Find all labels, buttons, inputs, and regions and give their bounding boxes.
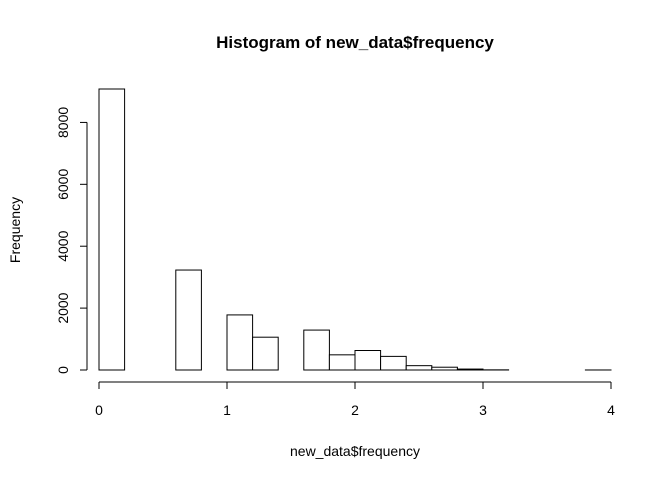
histogram-bar xyxy=(303,329,330,371)
histogram-bar xyxy=(226,314,254,371)
histogram-bar xyxy=(175,269,202,371)
histogram-bar xyxy=(431,366,458,371)
x-tick-label: 3 xyxy=(479,402,487,418)
histogram-bar xyxy=(405,365,433,371)
histogram-bar xyxy=(456,368,484,371)
y-tick-label: 2000 xyxy=(55,292,71,323)
histogram-bar xyxy=(354,350,382,371)
histogram-bar xyxy=(380,355,407,371)
chart-title: Histogram of new_data$frequency xyxy=(216,33,494,52)
x-tick-label: 2 xyxy=(351,402,359,418)
x-tick-label: 1 xyxy=(223,402,231,418)
y-tick-label: 0 xyxy=(55,366,71,374)
histogram-bar xyxy=(98,88,126,371)
x-axis-label: new_data$frequency xyxy=(290,443,420,459)
y-tick-label: 8000 xyxy=(55,107,71,138)
y-tick-label: 4000 xyxy=(55,230,71,261)
histogram-bar xyxy=(328,354,356,371)
x-axis: 0 1 2 3 4 xyxy=(95,381,615,418)
bars-group xyxy=(98,88,612,371)
x-tick-label: 0 xyxy=(95,402,103,418)
y-axis-label: Frequency xyxy=(7,197,23,263)
y-axis: 0 2000 4000 6000 8000 xyxy=(55,107,88,374)
y-tick-label: 6000 xyxy=(55,169,71,200)
histogram-bar xyxy=(252,336,279,371)
x-tick-label: 4 xyxy=(607,402,615,418)
